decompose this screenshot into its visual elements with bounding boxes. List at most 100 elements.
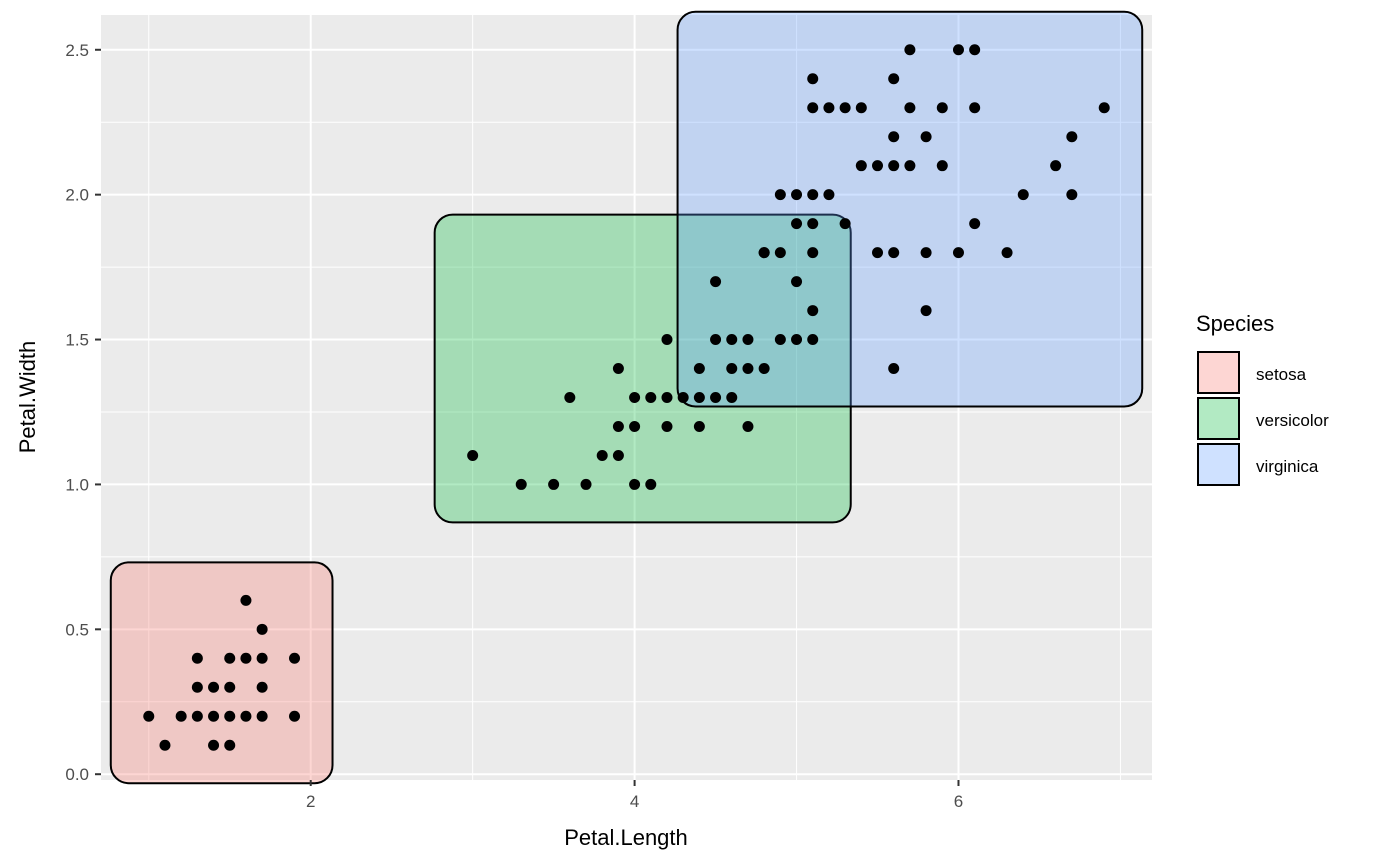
legend-title: Species bbox=[1196, 311, 1274, 336]
data-point bbox=[807, 73, 819, 85]
data-point bbox=[774, 247, 786, 259]
legend: Species setosa versicolor virginica bbox=[1196, 311, 1329, 486]
data-point bbox=[661, 334, 673, 346]
legend-key-bg bbox=[1197, 443, 1240, 486]
data-point bbox=[888, 160, 900, 172]
data-point bbox=[888, 247, 900, 259]
species-boxes bbox=[109, 10, 1144, 785]
data-point bbox=[240, 594, 252, 606]
data-point bbox=[839, 218, 851, 230]
data-point bbox=[807, 218, 819, 230]
data-point bbox=[645, 392, 657, 403]
data-point bbox=[548, 478, 560, 490]
data-point bbox=[807, 102, 819, 114]
y-tick-label: 1.5 bbox=[65, 331, 89, 350]
data-point bbox=[742, 334, 754, 346]
y-tick-label: 2.5 bbox=[65, 41, 89, 60]
data-point bbox=[159, 739, 171, 751]
data-point bbox=[693, 363, 705, 375]
data-point bbox=[774, 334, 786, 346]
legend-key-versicolor bbox=[1197, 397, 1240, 440]
data-point bbox=[629, 420, 641, 432]
data-point bbox=[888, 73, 900, 85]
data-point bbox=[224, 710, 236, 722]
data-point bbox=[807, 247, 819, 259]
data-point bbox=[920, 247, 932, 259]
data-point bbox=[872, 160, 884, 172]
data-point bbox=[693, 392, 705, 403]
data-point bbox=[726, 363, 738, 375]
data-point bbox=[742, 363, 754, 375]
y-tick-label: 1.0 bbox=[65, 475, 89, 494]
y-axis-title: Petal.Width bbox=[15, 341, 40, 454]
data-point bbox=[920, 131, 932, 143]
data-point bbox=[661, 420, 673, 432]
data-point bbox=[645, 478, 657, 490]
x-axis-ticks: 2 4 6 bbox=[306, 780, 963, 811]
data-point bbox=[823, 102, 835, 114]
data-point bbox=[1050, 160, 1062, 172]
data-point bbox=[823, 189, 835, 201]
data-point bbox=[904, 160, 916, 172]
data-point bbox=[904, 44, 916, 56]
data-point bbox=[224, 739, 236, 751]
x-tick-label: 4 bbox=[630, 792, 639, 811]
data-point bbox=[807, 305, 819, 317]
data-point bbox=[289, 652, 301, 664]
data-point bbox=[774, 189, 786, 201]
data-point bbox=[952, 44, 964, 56]
data-point bbox=[969, 218, 981, 230]
data-point bbox=[936, 160, 948, 172]
legend-label-setosa: setosa bbox=[1256, 365, 1307, 384]
data-point bbox=[920, 305, 932, 317]
data-point bbox=[904, 102, 916, 114]
data-point bbox=[1066, 189, 1078, 201]
data-point bbox=[208, 681, 220, 693]
legend-key-setosa bbox=[1197, 351, 1240, 394]
data-point bbox=[1001, 247, 1013, 259]
data-point bbox=[710, 392, 722, 403]
x-tick-label: 2 bbox=[306, 792, 315, 811]
legend-key-bg bbox=[1197, 351, 1240, 394]
data-point bbox=[629, 392, 641, 403]
data-point bbox=[1017, 189, 1029, 201]
y-tick-label: 2.0 bbox=[65, 186, 89, 205]
data-point bbox=[289, 710, 301, 722]
data-point bbox=[710, 276, 722, 288]
data-point bbox=[791, 276, 803, 288]
data-point bbox=[677, 392, 689, 403]
y-axis-ticks: 0.0 0.5 1.0 1.5 2.0 2.5 bbox=[65, 41, 101, 784]
data-point bbox=[467, 449, 479, 461]
data-point bbox=[143, 710, 155, 722]
data-point bbox=[807, 334, 819, 346]
data-point bbox=[710, 334, 722, 346]
data-point bbox=[1098, 102, 1110, 114]
plot-panel bbox=[101, 15, 1152, 780]
data-point bbox=[256, 623, 268, 635]
group-box-virginica bbox=[676, 10, 1144, 408]
data-point bbox=[758, 247, 770, 259]
data-point bbox=[758, 363, 770, 375]
data-point bbox=[872, 247, 884, 259]
data-point bbox=[191, 681, 203, 693]
data-point bbox=[612, 363, 624, 375]
data-point bbox=[791, 218, 803, 230]
data-point bbox=[807, 189, 819, 201]
group-box-versicolor bbox=[433, 213, 852, 524]
data-point bbox=[791, 334, 803, 346]
data-point bbox=[208, 710, 220, 722]
data-point bbox=[224, 681, 236, 693]
data-point bbox=[612, 420, 624, 432]
data-point bbox=[693, 420, 705, 432]
data-point bbox=[580, 478, 592, 490]
data-point bbox=[888, 363, 900, 375]
data-point bbox=[224, 652, 236, 664]
data-point bbox=[175, 710, 187, 722]
data-point bbox=[256, 681, 268, 693]
y-tick-label: 0.0 bbox=[65, 765, 89, 784]
data-point bbox=[726, 392, 738, 403]
minor-gridlines bbox=[101, 15, 1152, 780]
legend-label-virginica: virginica bbox=[1256, 457, 1319, 476]
x-axis-title: Petal.Length bbox=[564, 825, 688, 850]
data-point bbox=[855, 160, 867, 172]
